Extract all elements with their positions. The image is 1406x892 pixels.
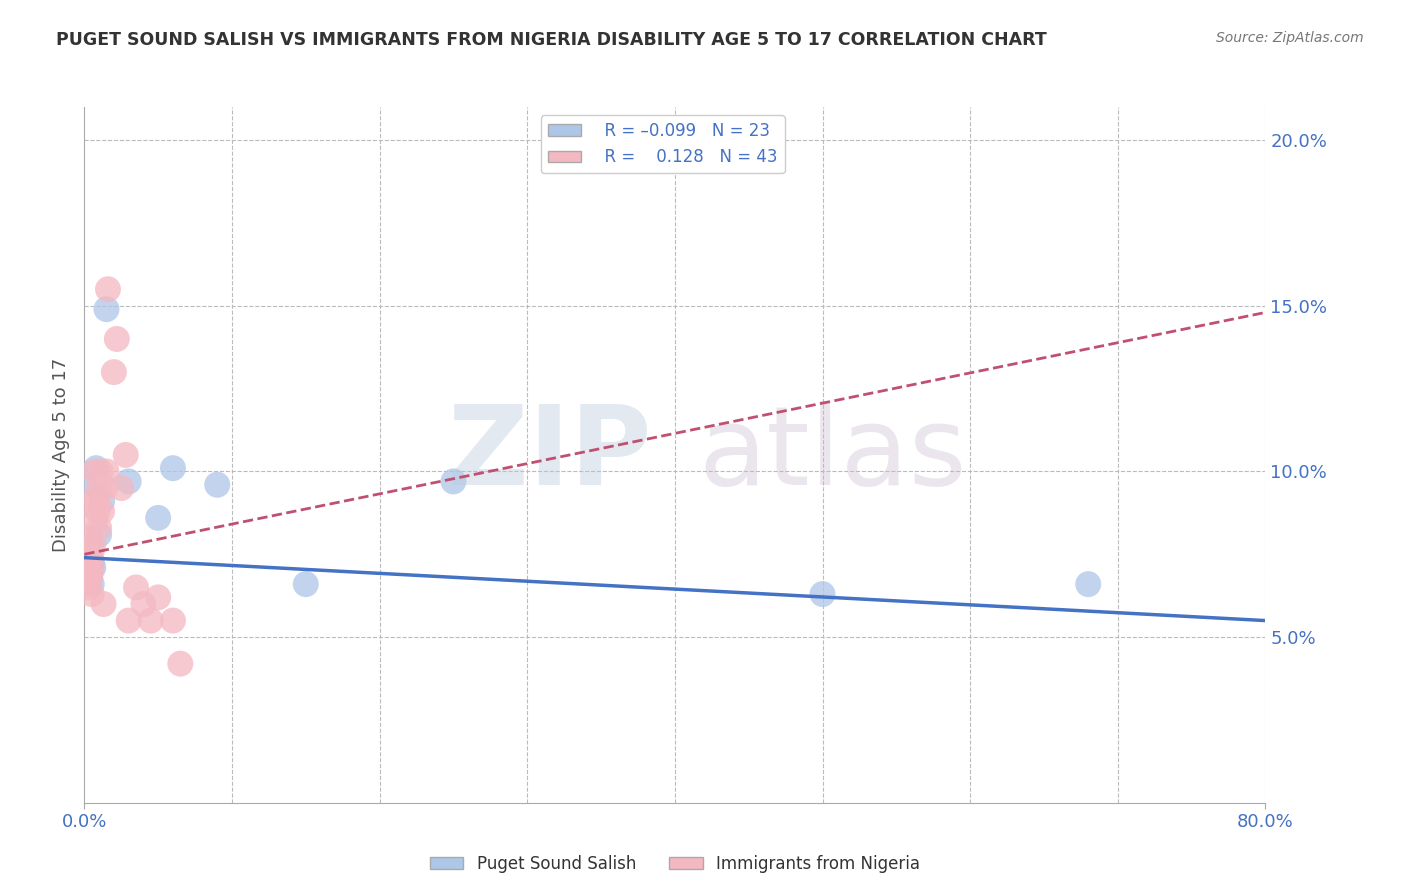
Point: [118, 475, 141, 489]
Point: [83, 514, 105, 528]
Point: [76, 547, 98, 561]
Point: [76, 544, 98, 558]
Point: [132, 597, 155, 611]
Point: [1077, 577, 1099, 591]
Point: [75, 554, 97, 568]
Point: [76, 564, 98, 578]
Text: ZIP: ZIP: [449, 401, 651, 508]
Point: [148, 511, 170, 525]
Point: [91, 504, 114, 518]
Point: [295, 577, 318, 591]
Point: [79, 567, 101, 582]
Point: [77, 581, 100, 595]
Point: [79, 558, 101, 572]
Point: [75, 564, 97, 578]
Point: [125, 581, 148, 595]
Point: [76, 544, 98, 558]
Point: [96, 302, 118, 317]
Point: [75, 570, 97, 584]
Point: [169, 657, 191, 671]
Point: [441, 475, 464, 489]
Text: Source: ZipAtlas.com: Source: ZipAtlas.com: [1216, 31, 1364, 45]
Point: [83, 465, 105, 479]
Point: [91, 494, 114, 508]
Point: [97, 282, 120, 296]
Point: [79, 570, 101, 584]
Point: [76, 560, 98, 574]
Point: [82, 560, 104, 574]
Point: [84, 491, 107, 505]
Point: [83, 477, 105, 491]
Point: [80, 577, 103, 591]
Point: [79, 550, 101, 565]
Point: [105, 332, 128, 346]
Point: [87, 481, 111, 495]
Point: [87, 527, 111, 541]
Legend:   R = –0.099   N = 23,   R =    0.128   N = 43: R = –0.099 N = 23, R = 0.128 N = 43: [541, 115, 785, 173]
Point: [103, 365, 125, 379]
Point: [93, 597, 115, 611]
Point: [75, 547, 97, 561]
Point: [82, 537, 104, 551]
Point: [86, 504, 108, 518]
Point: [75, 558, 97, 572]
Point: [162, 614, 184, 628]
Point: [84, 461, 107, 475]
Point: [90, 465, 112, 479]
Point: [148, 591, 170, 605]
Point: [77, 567, 100, 582]
Point: [80, 554, 103, 568]
Point: [139, 614, 162, 628]
Point: [94, 481, 117, 495]
Point: [96, 465, 118, 479]
Point: [80, 587, 103, 601]
Point: [77, 574, 100, 588]
Point: [80, 560, 103, 574]
Point: [114, 448, 136, 462]
Text: PUGET SOUND SALISH VS IMMIGRANTS FROM NIGERIA DISABILITY AGE 5 TO 17 CORRELATION: PUGET SOUND SALISH VS IMMIGRANTS FROM NI…: [56, 31, 1047, 49]
Legend: Puget Sound Salish, Immigrants from Nigeria: Puget Sound Salish, Immigrants from Nige…: [423, 848, 927, 880]
Point: [75, 567, 97, 582]
Point: [811, 587, 834, 601]
Text: atlas: atlas: [699, 401, 967, 508]
Y-axis label: Disability Age 5 to 17: Disability Age 5 to 17: [52, 358, 70, 552]
Point: [162, 461, 184, 475]
Point: [80, 544, 103, 558]
Point: [76, 570, 98, 584]
Point: [110, 481, 132, 495]
Point: [82, 498, 104, 512]
Point: [87, 521, 111, 535]
Point: [205, 477, 228, 491]
Point: [79, 531, 101, 545]
Point: [77, 558, 100, 572]
Point: [77, 550, 100, 565]
Point: [118, 614, 141, 628]
